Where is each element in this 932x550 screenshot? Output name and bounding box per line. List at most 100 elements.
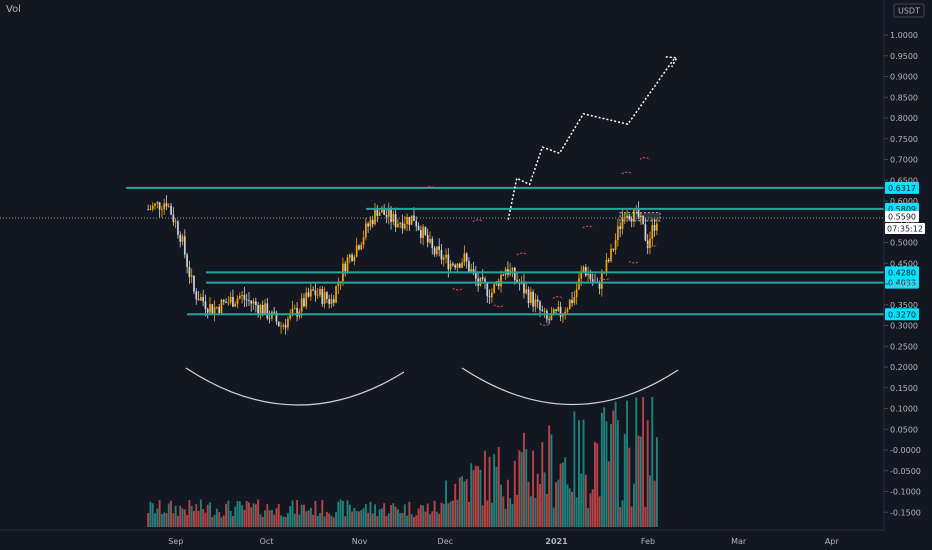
candle-body — [610, 248, 612, 262]
volume-label: Vol — [6, 4, 21, 15]
candle-body — [651, 224, 654, 239]
price-axis[interactable]: 1.0000 0.9500 0.9000 0.8500 0.8000 0.7500 0.70… — [883, 0, 925, 530]
volume-bar — [486, 500, 489, 527]
candle-body — [493, 284, 496, 293]
volume-bar — [176, 515, 179, 527]
candle-body — [326, 292, 328, 300]
candle-body — [344, 263, 347, 272]
candle-body — [491, 292, 493, 298]
left-shoulder-arc — [185, 367, 405, 406]
volume-bar — [323, 516, 326, 527]
volume-bar — [220, 517, 223, 527]
volume-bar — [518, 450, 521, 527]
currency-label: USDT — [898, 7, 920, 16]
volume-bar — [250, 507, 253, 527]
candle-body — [438, 246, 441, 251]
candle-body — [403, 223, 406, 229]
volume-bar — [454, 483, 457, 527]
price-tick-label: 1.0000 — [890, 31, 918, 40]
candle-body — [220, 299, 223, 314]
volume-bar — [264, 510, 266, 527]
candle-body — [479, 277, 482, 286]
candle-body — [303, 298, 305, 307]
volume-bar — [470, 463, 473, 527]
candle-body — [387, 209, 390, 217]
price-tick-label: -0.1500 — [890, 508, 921, 517]
candle-body — [172, 214, 175, 222]
candle-body — [287, 318, 289, 328]
volume-bar — [600, 412, 603, 527]
volume-bar — [461, 476, 464, 527]
candle-body — [323, 292, 326, 304]
volume-bar — [376, 516, 379, 527]
volume-bar — [257, 499, 260, 527]
volume-bar — [282, 516, 285, 527]
volume-bar — [369, 501, 372, 527]
candle-body — [614, 240, 617, 250]
volume-bar — [550, 434, 553, 527]
candle-body — [264, 303, 266, 314]
price-tick-label: 0.4500 — [890, 259, 918, 268]
volume-bar — [199, 499, 202, 527]
candle-body — [158, 202, 161, 210]
price-tick-label: 0.4000 — [890, 280, 918, 289]
volume-bar — [298, 514, 301, 527]
candle-body — [254, 301, 257, 306]
price-tick-label: 0.3500 — [890, 301, 918, 310]
candle-body — [429, 238, 431, 243]
level-badge — [885, 276, 919, 289]
candle-body — [156, 202, 159, 204]
volume-bar — [195, 504, 198, 527]
candle-body — [468, 261, 470, 272]
volume-bar — [211, 517, 214, 527]
candle-body — [250, 300, 253, 304]
volume-bar — [403, 504, 406, 527]
volume-bar — [626, 400, 629, 527]
candle-body — [617, 226, 619, 241]
volume-bar — [241, 505, 244, 527]
candle-body — [211, 304, 214, 315]
candle-body — [417, 226, 420, 230]
volume-bar — [529, 496, 532, 527]
volume-bar — [552, 507, 555, 527]
pattern-annotations — [185, 56, 679, 406]
candle-body — [548, 319, 551, 321]
candle-body — [484, 278, 486, 284]
candle-body — [337, 283, 340, 287]
consolidation-box — [619, 212, 661, 222]
candle-body — [644, 224, 647, 241]
candle-body — [309, 289, 312, 297]
volume-bars — [147, 397, 658, 527]
horizontal-levels[interactable]: 0.6317 0.5809 0.4280 0.4033 0.3270 — [126, 181, 919, 321]
candle-body — [626, 215, 628, 218]
candle-body — [394, 214, 397, 228]
candle-body — [543, 310, 546, 312]
volume-bar — [316, 515, 319, 527]
time-axis[interactable]: Sep Oct Nov Dec 2021 Feb Mar Apr — [0, 529, 884, 546]
volume-bar — [513, 460, 516, 527]
candle-body — [470, 269, 473, 272]
candle-body — [195, 291, 198, 300]
swing-marker — [539, 323, 551, 326]
price-tick-label: 0.8500 — [890, 93, 918, 102]
candle-body — [193, 275, 195, 292]
candle-body — [628, 215, 631, 220]
candle-body — [179, 234, 182, 242]
candle-body — [245, 299, 248, 301]
candle-body — [151, 205, 154, 210]
candle-body — [424, 226, 427, 235]
volume-bar — [383, 503, 386, 527]
price-tick-label: 0.3000 — [890, 322, 918, 331]
volume-bar — [238, 501, 241, 527]
volume-bar — [179, 505, 182, 527]
candle-body — [474, 272, 477, 279]
volume-bar — [360, 509, 363, 527]
candle-body — [419, 229, 422, 238]
volume-bar — [591, 489, 594, 527]
volume-bar — [234, 506, 237, 527]
currency-badge[interactable]: USDT — [893, 3, 925, 18]
volume-bar — [479, 469, 482, 527]
candle-body — [161, 209, 163, 211]
swing-marker — [582, 225, 594, 229]
